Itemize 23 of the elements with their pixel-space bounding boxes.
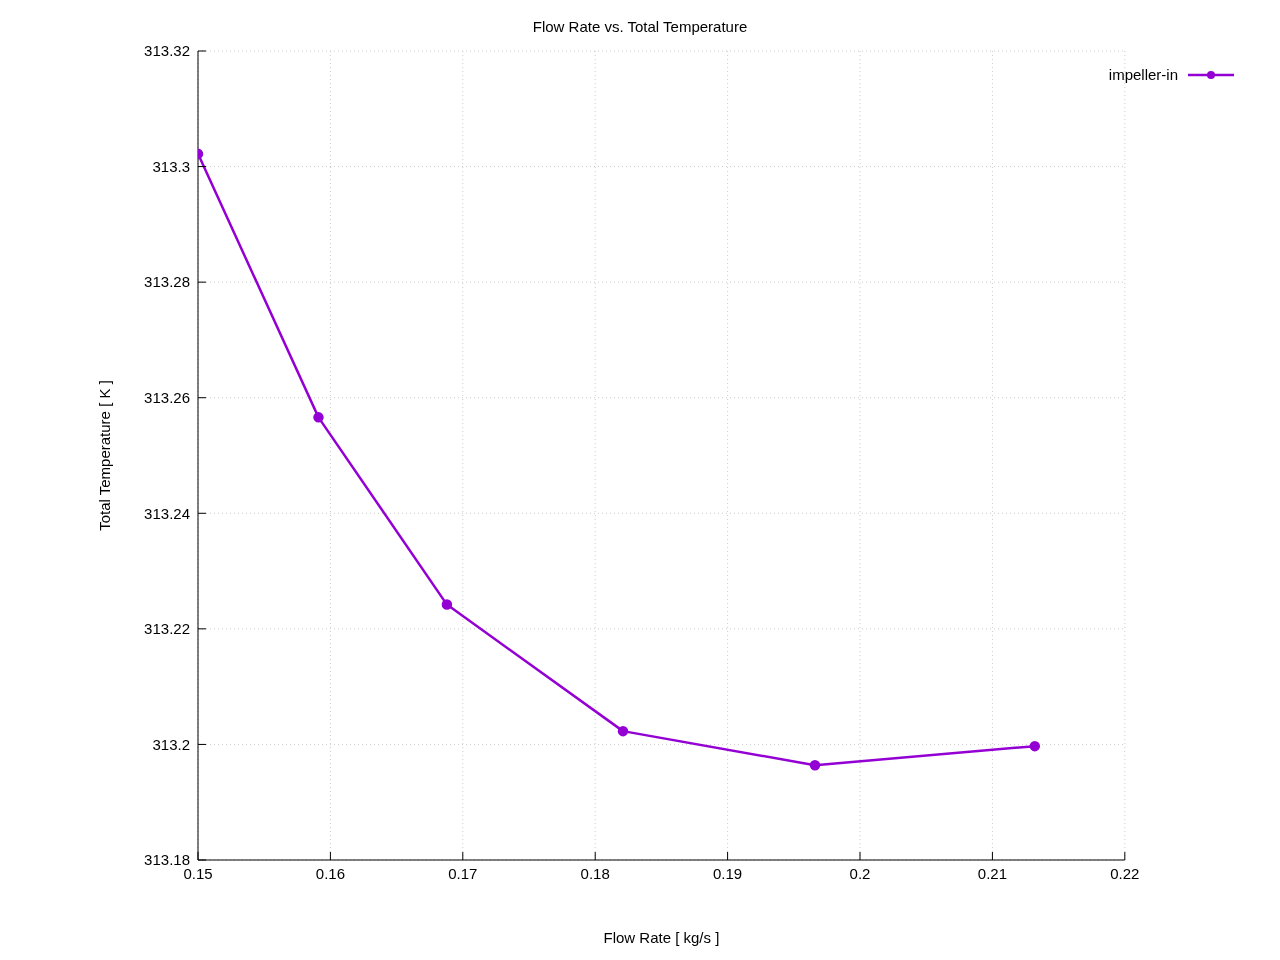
y-tick-label: 313.2 — [152, 735, 190, 753]
y-tick-label: 313.28 — [144, 273, 190, 291]
x-tick-label: 0.17 — [448, 864, 478, 882]
chart-title: Flow Rate vs. Total Temperature — [531, 18, 749, 35]
point — [809, 759, 821, 771]
y-tick-label: 313.24 — [144, 504, 190, 522]
point — [1029, 740, 1041, 752]
point — [617, 725, 629, 737]
y-axis-title: Total Temperature [ K ] — [96, 380, 114, 531]
y-tick-label: 313.3 — [152, 157, 190, 175]
x-tick-label: 0.16 — [315, 864, 345, 882]
x-tick-label: 0.19 — [713, 864, 743, 882]
x-tick-label: 0.21 — [977, 864, 1008, 882]
x-tick-label: 0.2 — [849, 864, 871, 882]
point — [441, 599, 453, 610]
y-tick-label: 313.26 — [144, 389, 190, 407]
legend-label: impeller-in — [1108, 66, 1178, 83]
x-axis-title: Flow Rate [ kg/s ] — [603, 928, 720, 946]
x-tick-label: 0.18 — [580, 864, 610, 882]
point — [313, 412, 324, 423]
x-tick-label: 0.22 — [1110, 864, 1140, 882]
y-tick-label: 313.22 — [144, 620, 190, 638]
y-tick-label: 313.32 — [144, 42, 190, 60]
